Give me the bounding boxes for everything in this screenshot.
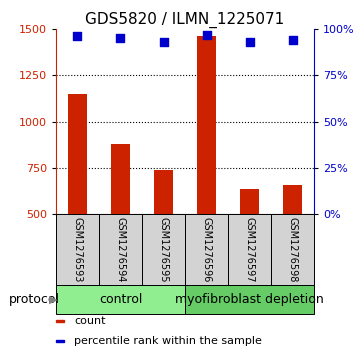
- Bar: [56, 320, 64, 322]
- Point: [118, 36, 123, 41]
- Bar: [56, 285, 185, 314]
- Bar: [240, 189, 259, 214]
- Bar: [228, 214, 271, 285]
- Bar: [111, 144, 130, 214]
- Bar: [154, 170, 173, 214]
- Text: GSM1276597: GSM1276597: [244, 217, 255, 282]
- Title: GDS5820 / ILMN_1225071: GDS5820 / ILMN_1225071: [86, 12, 284, 28]
- Point: [290, 37, 295, 43]
- Bar: [271, 214, 314, 285]
- Bar: [99, 214, 142, 285]
- Text: myofibroblast depletion: myofibroblast depletion: [175, 293, 324, 306]
- Text: GSM1276593: GSM1276593: [73, 217, 82, 282]
- Text: GSM1276596: GSM1276596: [201, 217, 212, 282]
- Text: GSM1276598: GSM1276598: [288, 217, 297, 282]
- Point: [75, 33, 81, 39]
- Bar: [68, 94, 87, 214]
- Bar: [56, 214, 99, 285]
- Bar: [142, 214, 185, 285]
- Text: ▶: ▶: [49, 294, 57, 305]
- Text: protocol: protocol: [9, 293, 60, 306]
- Bar: [197, 36, 216, 214]
- Point: [204, 32, 209, 37]
- Text: percentile rank within the sample: percentile rank within the sample: [74, 336, 262, 346]
- Bar: [56, 340, 64, 342]
- Text: control: control: [99, 293, 142, 306]
- Point: [247, 39, 252, 45]
- Bar: [283, 184, 302, 214]
- Text: count: count: [74, 316, 105, 326]
- Bar: [185, 285, 314, 314]
- Bar: [185, 214, 228, 285]
- Text: GSM1276595: GSM1276595: [158, 217, 169, 282]
- Point: [161, 39, 166, 45]
- Text: GSM1276594: GSM1276594: [116, 217, 126, 282]
